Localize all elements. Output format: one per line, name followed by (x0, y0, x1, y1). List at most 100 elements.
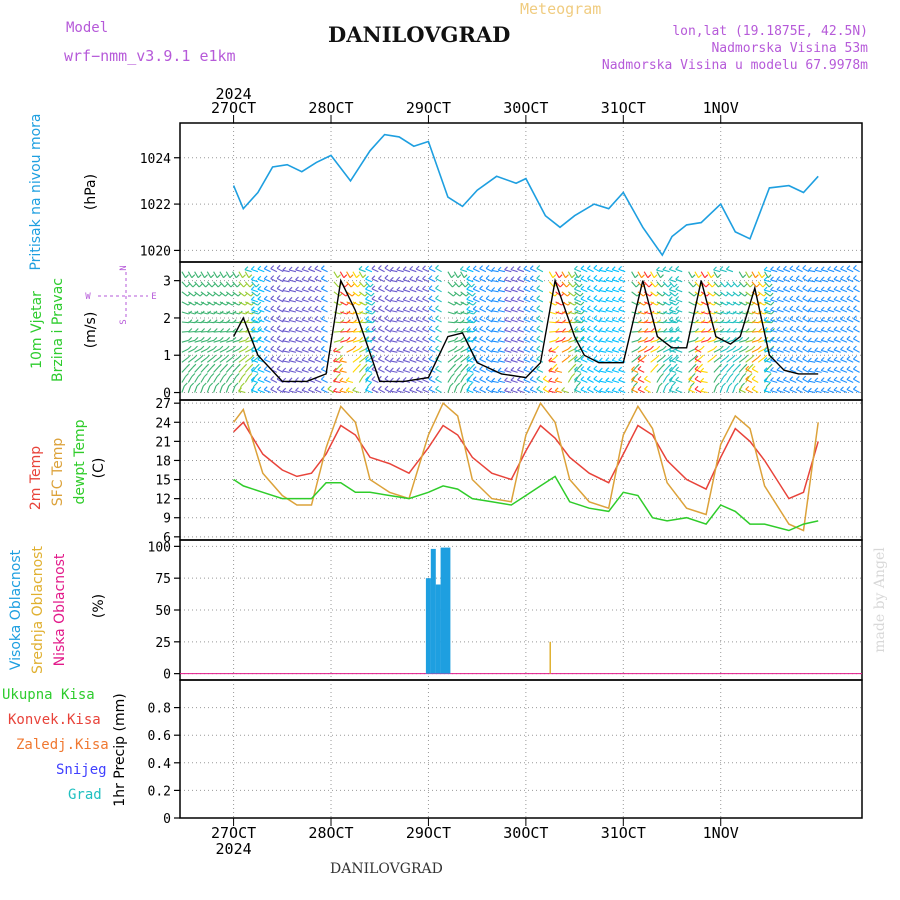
wind-barb (827, 339, 835, 343)
wind-barb (301, 268, 309, 273)
wind-barb-tick (460, 345, 464, 350)
wind-barb-tick (396, 367, 401, 371)
wind-barb-tick (415, 346, 420, 351)
wind-barb (548, 390, 556, 394)
wind-barb (466, 357, 473, 363)
wind-barb-tick (251, 328, 256, 332)
wind-barb-tick (529, 345, 534, 350)
wind-barb-tick (618, 386, 622, 391)
wind-barb (802, 338, 810, 343)
wind-barb-tick (396, 387, 401, 392)
wind-barb-tick (580, 325, 585, 330)
wind-barb (447, 311, 455, 315)
wind-barb-tick (738, 354, 742, 359)
wind-barb (213, 271, 218, 278)
wind-barb-tick (846, 275, 851, 280)
wind-barb (270, 338, 278, 343)
wind-barb-tick (219, 336, 224, 341)
wind-barb (720, 321, 728, 324)
wind-barb (517, 278, 525, 283)
wind-barb (472, 338, 480, 343)
wind-barb-tick (196, 382, 201, 387)
wind-barb (396, 329, 404, 333)
wind-barb-tick (223, 373, 227, 377)
wind-barb-tick (853, 345, 857, 350)
wind-barb-tick (257, 306, 262, 310)
wind-barb-tick (479, 265, 483, 269)
wind-barb-tick (776, 326, 781, 331)
wind-barb (776, 299, 784, 303)
wind-barb-tick (574, 366, 578, 371)
wind-barb-tick (409, 276, 414, 280)
wind-barb (726, 330, 734, 333)
wind-barb-tick (833, 336, 838, 341)
wind-barb (365, 268, 373, 273)
wind-barb-tick (593, 315, 598, 319)
wind-barb (466, 291, 473, 297)
xtick-label-top: 30OCT (503, 99, 548, 117)
wind-barb (770, 289, 778, 293)
wind-barb (460, 385, 464, 393)
wind-barb-tick (270, 275, 275, 279)
wind-barb-tick (853, 295, 857, 300)
wind-barb-tick (770, 326, 774, 331)
wind-barb-tick (611, 266, 616, 271)
wind-barb-tick (466, 376, 471, 381)
wind-barb (763, 360, 772, 363)
wind-barb-tick (308, 336, 312, 341)
wind-barb (396, 349, 404, 353)
wind-barb-tick (827, 376, 831, 381)
wind-barb (491, 350, 499, 353)
wind-barb (523, 379, 531, 384)
wind-barb (738, 348, 746, 353)
wind-barb-tick (510, 387, 515, 391)
wind-barb-tick (660, 373, 664, 377)
wind-barb (574, 291, 581, 297)
wind-barb (460, 271, 465, 278)
wind-barb (181, 357, 188, 363)
wind-barb-tick (263, 265, 268, 270)
wind-barb (219, 271, 224, 278)
wind-barb (491, 279, 499, 283)
wind-barb-tick (228, 382, 233, 387)
wind-barb-tick (282, 347, 287, 352)
wind-barb (637, 378, 645, 383)
wind-barb (821, 349, 829, 353)
wind-barb (840, 298, 848, 303)
wind-barb-tick (529, 325, 534, 330)
wind-barb (346, 380, 354, 384)
wind-barb-tick (846, 355, 851, 360)
wind-barb (783, 298, 791, 303)
wind-barb (745, 357, 752, 363)
wind-barb (352, 301, 360, 306)
wind-barb-tick (350, 283, 355, 288)
wind-barb (726, 301, 734, 306)
wind-barb-tick (243, 283, 247, 288)
wind-barb-tick (695, 328, 699, 332)
wind-barb-tick (758, 328, 763, 332)
wind-barb-tick (763, 367, 768, 372)
wind-barb (371, 338, 379, 343)
wind-barb (802, 318, 810, 323)
wind-barb (194, 348, 202, 353)
wind-barb-tick (776, 386, 781, 391)
wind-barb (479, 358, 487, 363)
wind-barb-tick (586, 335, 591, 340)
wind-barb-tick (371, 376, 376, 380)
wind-barb-tick (409, 306, 414, 311)
wind-barb (700, 390, 708, 394)
wind-barb-tick (320, 386, 325, 390)
temp-dewpt-line (233, 475, 819, 532)
wind-barb (853, 298, 860, 303)
wind-barb (726, 357, 733, 363)
wind-barb-tick (282, 287, 287, 291)
wind-barb (517, 369, 525, 373)
wind-barb-tick (282, 387, 287, 392)
wind-barb (637, 330, 645, 333)
wind-barb (301, 319, 309, 323)
wind-barb-tick (671, 382, 676, 387)
wind-barb-tick (288, 317, 293, 321)
wind-barb (745, 376, 750, 383)
wind-barb-tick (338, 363, 342, 368)
wind-barb (409, 319, 417, 323)
